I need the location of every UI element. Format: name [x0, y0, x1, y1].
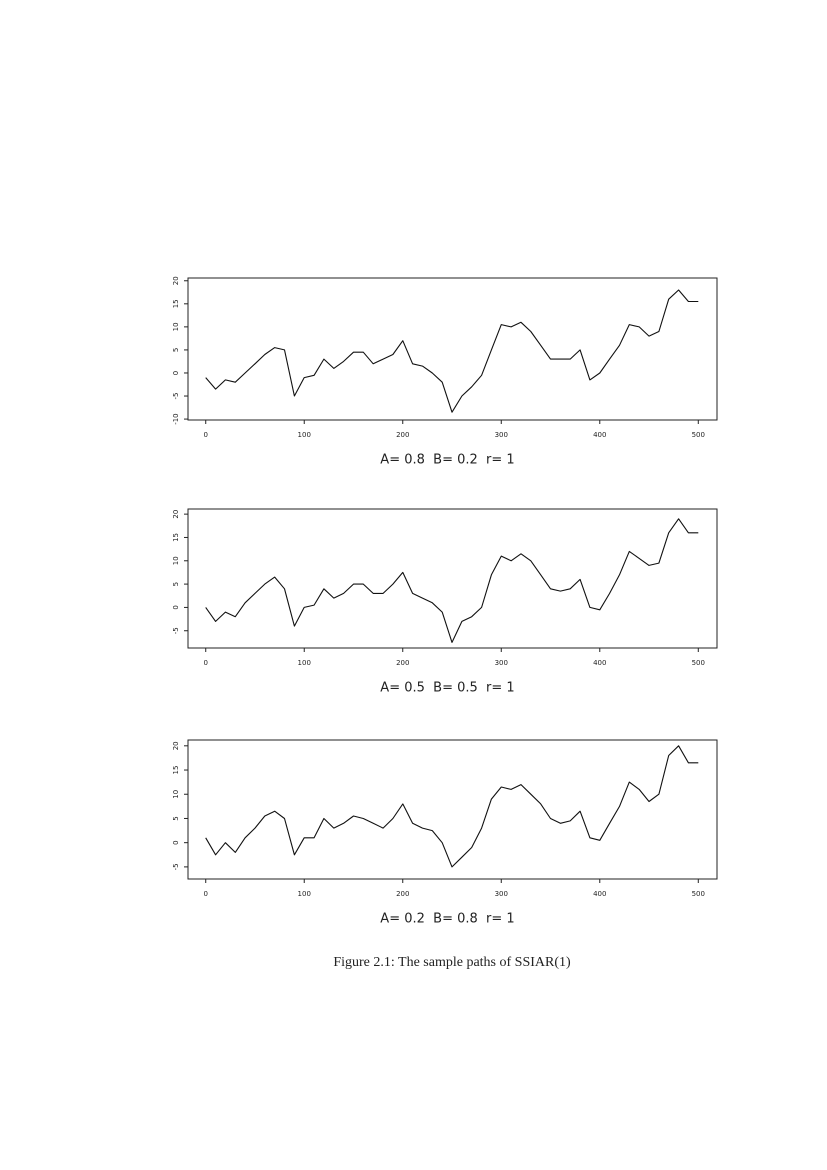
- chart: 0 100 200 300 400 500 -5 0 5 10 15 20 A= 0.2 B= 0.8 …: [172, 739, 718, 927]
- y-tick-label: 10: [172, 322, 180, 331]
- y-tick-label: 0: [172, 605, 180, 609]
- x-tick-label: 300: [495, 890, 508, 898]
- y-tick-label: -5: [172, 627, 180, 634]
- y-tick-label: -5: [172, 393, 180, 400]
- x-tick-label: 500: [692, 659, 705, 667]
- y-tick-label: 0: [172, 840, 180, 844]
- x-tick-label: 500: [692, 890, 705, 898]
- x-tick-label: 200: [396, 431, 409, 439]
- x-tick-label: 400: [593, 431, 606, 439]
- y-tick-label: -10: [172, 413, 180, 424]
- y-tick-label: 20: [172, 510, 180, 519]
- x-tick-label: 400: [593, 659, 606, 667]
- y-tick-label: 20: [172, 741, 180, 750]
- x-tick-label: 0: [203, 431, 207, 439]
- y-tick-label: 5: [172, 348, 180, 352]
- x-tick-label: 0: [203, 659, 207, 667]
- x-tick-label: 200: [396, 890, 409, 898]
- y-tick-label: 15: [172, 766, 180, 775]
- series-line: [205, 745, 699, 868]
- y-tick-label: -5: [172, 863, 180, 870]
- y-tick-label: 10: [172, 790, 180, 799]
- x-tick-label: 200: [396, 659, 409, 667]
- x-tick-label: 100: [298, 431, 311, 439]
- plot-frame: [187, 508, 718, 649]
- x-tick-label: 400: [593, 890, 606, 898]
- y-tick-label: 20: [172, 276, 180, 285]
- figure-caption: Figure 2.1: The sample paths of SSIAR(1): [333, 955, 571, 970]
- x-tick-label: 300: [495, 659, 508, 667]
- y-tick-label: 10: [172, 556, 180, 565]
- plot-frame: [187, 277, 718, 421]
- y-tick-label: 5: [172, 816, 180, 820]
- plot-frame: [187, 739, 718, 880]
- x-tick-label: 100: [298, 890, 311, 898]
- y-tick-label: 15: [172, 299, 180, 308]
- x-tick-label: 300: [495, 431, 508, 439]
- chart: 0 100 200 300 400 500 -5 0 5 10 15 20 A= 0.5 B= 0.5 …: [172, 508, 718, 696]
- y-tick-label: 0: [172, 371, 180, 375]
- x-tick-label: 500: [692, 431, 705, 439]
- x-axis-label: A= 0.8 B= 0.2 r= 1: [380, 453, 514, 468]
- x-tick-label: 100: [298, 659, 311, 667]
- series-line: [205, 289, 699, 413]
- series-line: [205, 518, 699, 643]
- x-tick-label: 0: [203, 890, 207, 898]
- y-tick-label: 15: [172, 533, 180, 542]
- x-axis-label: A= 0.5 B= 0.5 r= 1: [380, 681, 514, 696]
- x-axis-label: A= 0.2 B= 0.8 r= 1: [380, 912, 514, 927]
- chart: 0 100 200 300 400 500 -10 -5 0 5 10 15 20 A= 0.8 B= 0…: [172, 276, 718, 468]
- y-tick-label: 5: [172, 582, 180, 586]
